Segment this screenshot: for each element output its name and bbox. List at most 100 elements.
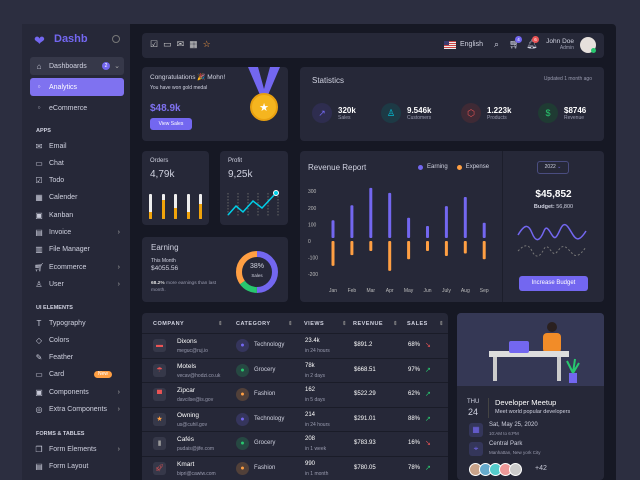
sort-icon[interactable]: ⇕ bbox=[439, 321, 445, 327]
sidebar-item-card[interactable]: ▭ Card New bbox=[30, 366, 124, 384]
table-row[interactable]: ▮ Cafés pudais@jife.com ● Grocery 208 in… bbox=[142, 431, 448, 455]
sidebar-item-ecommerce[interactable]: ○ eCommerce bbox=[30, 99, 124, 117]
table-row[interactable]: ▀ Zipcar davcilse@is.gov ● Fashion 162 i… bbox=[142, 382, 448, 406]
view-sales-button[interactable]: View Sales bbox=[150, 118, 192, 130]
expense-bar bbox=[331, 241, 335, 266]
calendar-icon: ▦ bbox=[35, 193, 43, 203]
column-header-company[interactable]: COMPANY ⇕ bbox=[153, 321, 224, 327]
profit-line-chart bbox=[227, 190, 279, 217]
sort-icon[interactable]: ⇕ bbox=[218, 321, 224, 327]
chart-legend: Earning Expense bbox=[418, 164, 489, 170]
increase-budget-button[interactable]: Increase Budget bbox=[519, 276, 588, 291]
sort-icon[interactable]: ⇕ bbox=[393, 321, 399, 327]
company-email: us@cuhil.gov bbox=[177, 421, 208, 428]
todo-icon[interactable]: ☑ bbox=[150, 39, 164, 49]
dashboards-badge: 2 bbox=[102, 62, 110, 70]
language-selector[interactable]: English bbox=[460, 41, 483, 48]
column-header-sales[interactable]: SALES ⇕ bbox=[407, 321, 445, 327]
table-row[interactable]: ▬ Dixons meguc@ruj.io ● Technology 23.4k… bbox=[142, 333, 448, 357]
divider bbox=[488, 398, 489, 418]
star-icon[interactable]: ☆ bbox=[202, 39, 216, 49]
table-row[interactable]: 🚀︎ Kmart bipri@cawiw.com ● Fashion 990 i… bbox=[142, 455, 448, 480]
trending-up-icon: ↗ bbox=[312, 103, 332, 123]
earning-title: Earning bbox=[151, 243, 179, 252]
card-icon: ▭ bbox=[35, 370, 43, 380]
sidebar-item-feather[interactable]: ✎ Feather bbox=[35, 353, 74, 363]
sort-icon[interactable]: ⇕ bbox=[342, 321, 348, 327]
event-card: THU 24 Developer Meetup Meet world popul… bbox=[457, 313, 604, 480]
sidebar-item-calender[interactable]: ▦ Calender bbox=[35, 193, 78, 203]
category-label: Grocery bbox=[254, 366, 276, 373]
trend-down-icon: ↘ bbox=[425, 440, 431, 447]
sidebar-item-email[interactable]: ✉ Email bbox=[35, 141, 67, 151]
user-info[interactable]: John Doe Admin bbox=[546, 38, 574, 51]
views-period: in 1 week bbox=[305, 446, 327, 452]
event-address: Manhattan, New york City bbox=[489, 450, 541, 455]
company-name: Motels bbox=[177, 362, 197, 370]
chevron-right-icon: › bbox=[117, 263, 120, 271]
sidebar-item-typography[interactable]: T Typography bbox=[30, 314, 124, 332]
table-row[interactable]: ☂ Motels vecav@hodzi.co.uk ● Grocery 78k… bbox=[142, 357, 448, 382]
sidebar-item-dashboards[interactable]: ⌂ Dashboards 2 ⌄ bbox=[30, 57, 124, 75]
box-icon: ⬡ bbox=[461, 103, 481, 123]
revenue-value: $780.05 bbox=[354, 464, 376, 471]
sidebar-item-form-layout[interactable]: ▤ Form Layout bbox=[35, 461, 89, 471]
cart-icon[interactable]: 🛒︎ bbox=[509, 39, 521, 49]
expense-bar bbox=[369, 241, 373, 251]
medal-icon: ★ bbox=[248, 67, 280, 121]
sidebar-item-chat[interactable]: ▭ Chat bbox=[35, 158, 64, 168]
sidebar-item-ecommerce[interactable]: 🛒︎ Ecommerce › bbox=[34, 262, 120, 272]
brand-name: Dashb bbox=[54, 33, 88, 45]
avatar[interactable] bbox=[580, 37, 596, 53]
x-tick-label: Sep bbox=[480, 288, 489, 294]
sidebar-item-kanban[interactable]: ▣ Kanban bbox=[35, 210, 74, 220]
expense-bar bbox=[350, 241, 354, 256]
revenue-bar-chart: 300 200 100 0 -100 -200 Jan Feb Mar Apr May Jun July… bbox=[308, 187, 489, 294]
layout-icon: ▤ bbox=[35, 461, 43, 471]
mail-icon[interactable]: ✉ bbox=[176, 39, 190, 49]
section-ui-elements: UI ELEMENTS bbox=[36, 305, 73, 311]
bell-icon[interactable]: 🔔︎ bbox=[526, 39, 538, 49]
sort-icon[interactable]: ⇕ bbox=[288, 321, 294, 327]
collapse-toggle[interactable] bbox=[112, 35, 120, 43]
earning-amount: $4055.56 bbox=[151, 265, 179, 272]
column-header-category[interactable]: CATEGORY ⇕ bbox=[236, 321, 294, 327]
category-label: Technology bbox=[254, 415, 285, 422]
chevron-right-icon: › bbox=[117, 406, 120, 413]
x-tick-label: Aug bbox=[461, 288, 470, 294]
sidebar-item-user[interactable]: ♙ User › bbox=[35, 279, 120, 289]
category-label: Technology bbox=[254, 342, 285, 348]
search-icon[interactable]: ⌕ bbox=[494, 39, 500, 49]
attendee-avatars[interactable] bbox=[469, 463, 522, 476]
calendar-icon[interactable]: ▦ bbox=[189, 39, 203, 49]
revenue-total: $45,852 bbox=[535, 189, 572, 200]
companies-table: COMPANY ⇕ CATEGORY ⇕ VIEWS ⇕ REVENUE ⇕ SALES ⇕ ▬ … bbox=[142, 313, 448, 480]
event-date: 24 bbox=[468, 407, 479, 417]
y-tick-label: -100 bbox=[308, 256, 318, 262]
column-header-revenue[interactable]: REVENUE ⇕ bbox=[353, 321, 399, 327]
table-row[interactable]: ★ Owning us@cuhil.gov ● Technology 214 i… bbox=[142, 406, 448, 431]
circle-icon: ○ bbox=[37, 105, 41, 111]
x-tick-label: May bbox=[404, 288, 414, 294]
sidebar-item-file-manager[interactable]: ▥ File Manager bbox=[35, 245, 90, 255]
event-title: Developer Meetup bbox=[495, 398, 557, 407]
chat-icon[interactable]: ▭ bbox=[163, 39, 177, 49]
chevron-right-icon: › bbox=[117, 280, 120, 288]
expense-bar bbox=[444, 241, 448, 256]
sidebar-item-colors[interactable]: ◇ Colors bbox=[35, 335, 70, 345]
legend-expense-dot bbox=[456, 164, 462, 170]
globe-icon: ◎ bbox=[35, 405, 43, 414]
year-dropdown[interactable]: 2022 ⌄ bbox=[537, 161, 569, 174]
company-logo: ▀ bbox=[153, 388, 166, 401]
sidebar-item-analytics[interactable]: ○ Analytics bbox=[30, 78, 124, 96]
sidebar-item-invoice[interactable]: ▤ Invoice › bbox=[35, 228, 120, 237]
views-period: in 5 days bbox=[305, 397, 326, 403]
sidebar-item-form-elements[interactable]: ❐ Form Elements › bbox=[35, 444, 120, 454]
map-pin-icon: ⌖ bbox=[469, 442, 483, 456]
sidebar-item-extra-components[interactable]: ◎ Extra Components › bbox=[35, 405, 121, 414]
revenue-card: Revenue Report Earning Expense 300 200 100… bbox=[300, 151, 604, 302]
sidebar-item-todo[interactable]: ☑ Todo bbox=[35, 176, 65, 186]
revenue-title: Revenue Report bbox=[308, 163, 367, 172]
sidebar-item-components[interactable]: ▣ Components › bbox=[35, 387, 120, 397]
column-header-views[interactable]: VIEWS ⇕ bbox=[304, 321, 348, 327]
